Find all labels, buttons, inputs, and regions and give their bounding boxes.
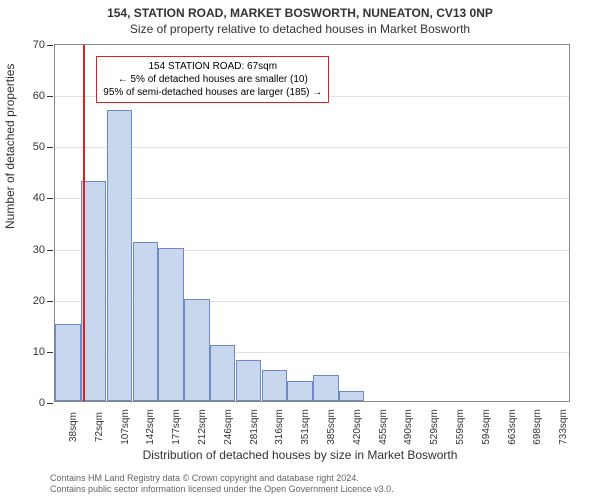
- x-tick-label: 559sqm: [455, 409, 466, 445]
- y-tick: [47, 198, 53, 199]
- info-box: 154 STATION ROAD: 67sqm← 5% of detached …: [96, 56, 329, 103]
- histogram-bar: [210, 345, 235, 401]
- y-tick-label: 10: [33, 346, 45, 358]
- y-tick: [47, 250, 53, 251]
- footer-line-2: Contains public sector information licen…: [50, 484, 394, 496]
- histogram-bar: [107, 110, 132, 402]
- histogram-bar: [313, 375, 338, 401]
- footer-line-1: Contains HM Land Registry data © Crown c…: [50, 473, 394, 485]
- x-tick-label: 281sqm: [249, 409, 260, 445]
- property-marker-line: [83, 45, 85, 401]
- histogram-chart: 154, STATION ROAD, MARKET BOSWORTH, NUNE…: [0, 0, 600, 500]
- x-tick-label: 142sqm: [145, 409, 156, 445]
- histogram-bar: [184, 299, 209, 401]
- histogram-bar: [287, 381, 312, 401]
- x-tick-label: 490sqm: [403, 409, 414, 445]
- x-tick-label: 420sqm: [352, 409, 363, 445]
- footer-text: Contains HM Land Registry data © Crown c…: [50, 473, 394, 496]
- histogram-bar: [158, 248, 183, 401]
- info-box-line: ← 5% of detached houses are smaller (10): [103, 73, 322, 86]
- x-tick-label: 455sqm: [378, 409, 389, 445]
- x-tick-label: 316sqm: [274, 409, 285, 445]
- y-tick-label: 20: [33, 295, 45, 307]
- x-tick-label: 351sqm: [300, 409, 311, 445]
- y-tick: [47, 147, 53, 148]
- x-tick-label: 212sqm: [197, 409, 208, 445]
- histogram-bar: [339, 391, 364, 401]
- y-tick-label: 0: [39, 397, 45, 409]
- y-tick: [47, 45, 53, 46]
- y-tick-label: 40: [33, 192, 45, 204]
- chart-title-sub: Size of property relative to detached ho…: [0, 22, 600, 36]
- histogram-bar: [236, 360, 261, 401]
- x-axis-label: Distribution of detached houses by size …: [0, 448, 600, 462]
- info-box-line: 154 STATION ROAD: 67sqm: [103, 60, 322, 73]
- x-tick-label: 177sqm: [171, 409, 182, 445]
- x-tick-label: 385sqm: [326, 409, 337, 445]
- y-axis-label: Number of detached properties: [3, 64, 17, 229]
- y-tick-label: 70: [33, 39, 45, 51]
- x-tick-label: 663sqm: [507, 409, 518, 445]
- info-box-line: 95% of semi-detached houses are larger (…: [103, 86, 322, 99]
- y-tick-label: 60: [33, 90, 45, 102]
- y-tick-label: 30: [33, 244, 45, 256]
- histogram-bar: [262, 370, 287, 401]
- y-tick: [47, 403, 53, 404]
- x-tick-label: 38sqm: [68, 412, 79, 442]
- x-tick-label: 529sqm: [429, 409, 440, 445]
- y-tick: [47, 301, 53, 302]
- x-tick-label: 594sqm: [481, 409, 492, 445]
- histogram-bar: [55, 324, 80, 401]
- x-tick-label: 246sqm: [223, 409, 234, 445]
- chart-title-main: 154, STATION ROAD, MARKET BOSWORTH, NUNE…: [0, 6, 600, 20]
- y-tick: [47, 96, 53, 97]
- x-tick-label: 733sqm: [558, 409, 569, 445]
- x-tick-label: 72sqm: [94, 412, 105, 442]
- x-tick-label: 107sqm: [120, 409, 131, 445]
- histogram-bar: [133, 242, 158, 401]
- y-tick-label: 50: [33, 141, 45, 153]
- y-tick: [47, 352, 53, 353]
- plot-area: 01020304050607038sqm72sqm107sqm142sqm177…: [54, 44, 570, 402]
- x-tick-label: 698sqm: [532, 409, 543, 445]
